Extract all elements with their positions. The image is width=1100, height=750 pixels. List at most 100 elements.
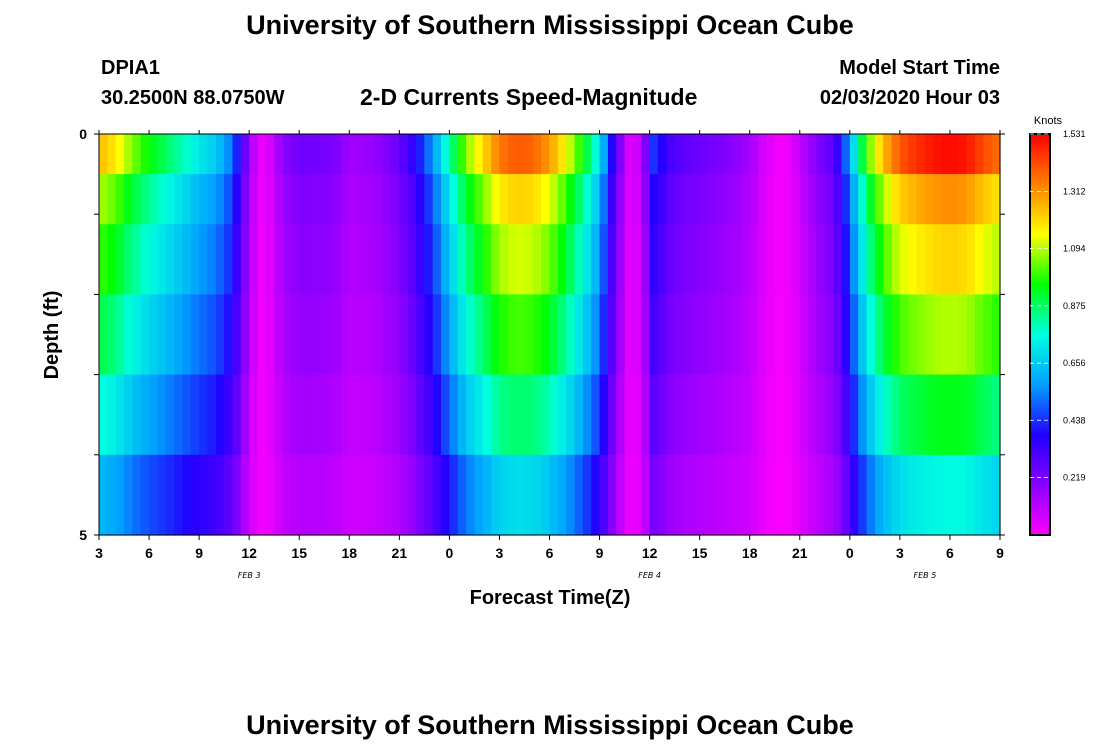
heatmap-cell (149, 374, 158, 456)
heatmap-cell (808, 174, 818, 225)
heatmap-cell (774, 134, 784, 175)
heatmap-cell (532, 294, 542, 376)
heatmap-cell (199, 454, 209, 536)
heatmap-cell (924, 174, 934, 225)
heatmap-cell (407, 374, 417, 456)
heatmap-cell (524, 134, 534, 175)
heatmap-cell (557, 224, 567, 295)
heatmap-cell (708, 224, 717, 295)
heatmap-cell (274, 294, 284, 376)
heatmap-cell (474, 454, 484, 536)
heatmap-cell (724, 134, 734, 175)
heatmap-cell (132, 294, 142, 376)
heatmap-cell (733, 294, 742, 376)
heatmap-cell (199, 374, 209, 456)
heatmap-cell (833, 174, 843, 225)
heatmap-cell (182, 374, 192, 456)
heatmap-cell (841, 224, 851, 295)
heatmap-cell (390, 134, 400, 175)
heatmap-cell (374, 374, 384, 456)
heatmap-cell (416, 134, 425, 175)
heatmap-cell (607, 134, 617, 175)
heatmap-cell (190, 454, 200, 536)
heatmap-cell (140, 174, 150, 225)
heatmap-cell (165, 174, 175, 225)
heatmap-cell (432, 134, 442, 175)
heatmap-cell (432, 454, 442, 536)
heatmap-cell (641, 374, 651, 456)
heatmap-cell (541, 174, 551, 225)
heatmap-cell (841, 294, 851, 376)
heatmap-cell (866, 174, 876, 225)
heatmap-cell (791, 454, 801, 536)
heatmap-cell (566, 294, 576, 376)
heatmap-cell (549, 174, 559, 225)
heatmap-cell (382, 374, 392, 456)
colorbar-tick-label: 0.438 (1063, 415, 1086, 425)
heatmap-cell (908, 134, 918, 175)
heatmap-cell (407, 174, 417, 225)
heatmap-cell (290, 134, 300, 175)
heatmap-cell (324, 294, 334, 376)
heatmap-cell (891, 374, 901, 456)
heatmap-cell (274, 454, 284, 536)
heatmap-cell (516, 374, 526, 456)
heatmap-cell (157, 454, 167, 536)
heatmap-cell (808, 374, 818, 456)
heatmap-cell (866, 454, 876, 536)
heatmap-cell (466, 224, 476, 295)
heatmap-cell (307, 174, 317, 225)
heatmap-cell (474, 174, 484, 225)
heatmap-cell (124, 134, 133, 175)
heatmap-cell (416, 374, 425, 456)
heatmap-cell (516, 174, 526, 225)
heatmap-cell (858, 224, 868, 295)
heatmap-cell (657, 294, 667, 376)
heatmap-cell (783, 224, 793, 295)
heatmap-cell (941, 224, 951, 295)
heatmap-cell (574, 174, 584, 225)
heatmap-cell (174, 134, 184, 175)
heatmap-cell (357, 224, 367, 295)
heatmap-cell (249, 224, 259, 295)
heatmap-cell (240, 224, 250, 295)
date-label: FEB 5 (914, 571, 937, 580)
heatmap-cell (591, 134, 601, 175)
heatmap-cell (157, 224, 167, 295)
heatmap-cell (733, 224, 742, 295)
heatmap-cell (816, 454, 826, 536)
heatmap-cell (599, 224, 609, 295)
heatmap-cell (207, 454, 217, 536)
heatmap-cell (874, 294, 884, 376)
heatmap-cell (582, 134, 592, 175)
heatmap-cell (190, 374, 200, 456)
heatmap-cell (107, 174, 117, 225)
heatmap-cell (174, 174, 184, 225)
heatmap-cell (332, 134, 342, 175)
heatmap-cell (507, 174, 517, 225)
heatmap-cell (749, 174, 759, 225)
heatmap-cell (632, 224, 642, 295)
heatmap-cell (591, 174, 601, 225)
heatmap-cell (582, 374, 592, 456)
heatmap-cell (190, 224, 200, 295)
heatmap-cell (107, 374, 117, 456)
heatmap-cell (449, 224, 459, 295)
heatmap-cell (232, 224, 242, 295)
heatmap-cell (282, 134, 292, 175)
heatmap-cell (816, 374, 826, 456)
heatmap-cell (132, 454, 142, 536)
heatmap-cell (774, 374, 784, 456)
heatmap-cell (791, 224, 801, 295)
heatmap-cell (466, 174, 476, 225)
heatmap-cell (149, 294, 158, 376)
colorbar-unit: Knots (1034, 115, 1063, 127)
heatmap-cell (407, 454, 417, 536)
heatmap-cell (290, 174, 300, 225)
heatmap-cell (716, 374, 726, 456)
heatmap-cell (441, 294, 450, 376)
heatmap-cell (883, 374, 893, 456)
heatmap-cell (616, 174, 626, 225)
heatmap-cell (899, 174, 909, 225)
